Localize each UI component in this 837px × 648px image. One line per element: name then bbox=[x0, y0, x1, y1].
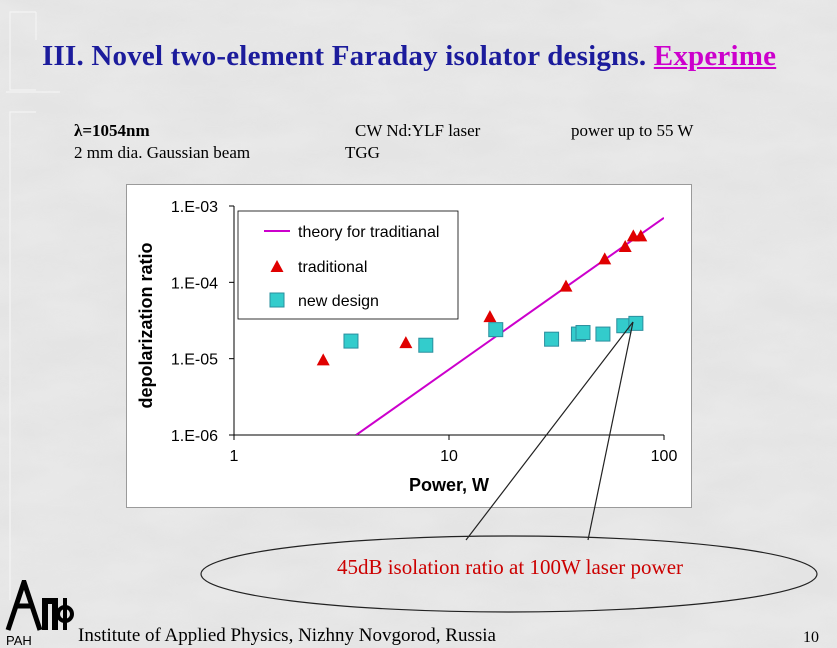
power-label: power up to 55 W bbox=[571, 121, 694, 140]
callout-pointer-right bbox=[587, 321, 634, 541]
x-axis-label: Power, W bbox=[409, 475, 489, 495]
title-accent[interactable]: Experime bbox=[653, 40, 777, 72]
legend-theory-label: theory for traditianal bbox=[298, 224, 439, 241]
iap-logo-icon bbox=[5, 580, 74, 631]
legend-traditional-label: traditional bbox=[298, 259, 367, 276]
beam-label: 2 mm dia. Gaussian beam bbox=[74, 143, 251, 162]
slide-title: III. Novel two-element Faraday isolator … bbox=[42, 40, 776, 73]
legend-new-design-swatch bbox=[269, 292, 285, 308]
callout-ellipse bbox=[200, 535, 818, 613]
traditional-point bbox=[559, 279, 573, 292]
new-design-point bbox=[418, 337, 434, 353]
traditional-point bbox=[618, 240, 632, 253]
page-number: 10 bbox=[803, 629, 819, 646]
traditional-point bbox=[634, 229, 648, 242]
y-tick-label: 1.E-06 bbox=[171, 428, 218, 445]
title-main: III. Novel two-element Faraday isolator … bbox=[42, 40, 647, 72]
new-design-point bbox=[544, 331, 560, 347]
logo-text: PAH bbox=[6, 633, 32, 648]
theory-line bbox=[355, 217, 664, 435]
y-tick-label: 1.E-05 bbox=[171, 352, 218, 369]
new-design-point bbox=[488, 322, 504, 338]
new-design-point bbox=[575, 325, 591, 341]
x-tick-label: 100 bbox=[651, 448, 678, 465]
traditional-point bbox=[483, 310, 497, 323]
legend-new-design-label: new design bbox=[298, 293, 379, 310]
callout-text: 45dB isolation ratio at 100W laser power bbox=[336, 555, 684, 579]
depolarization-chart: 1.E-03 1.E-04 1.E-05 1.E-06 1 10 100 Power, W de… bbox=[136, 199, 678, 495]
legend-traditional-swatch bbox=[270, 260, 284, 272]
crystal-label: TGG bbox=[345, 143, 380, 162]
institute-footer: Institute of Applied Physics, Nizhny Nov… bbox=[78, 625, 496, 646]
y-tick-label: 1.E-03 bbox=[171, 199, 218, 216]
y-tick-label: 1.E-04 bbox=[171, 275, 218, 292]
chart-panel: 1.E-03 1.E-04 1.E-05 1.E-06 1 10 100 Power, W de… bbox=[126, 184, 692, 508]
traditional-point bbox=[316, 353, 330, 366]
x-tick-label: 10 bbox=[440, 448, 458, 465]
laser-label: CW Nd:YLF laser bbox=[355, 121, 481, 140]
new-design-point bbox=[343, 333, 359, 349]
new-design-point bbox=[595, 326, 611, 342]
wavelength-label: λ=1054nm bbox=[74, 121, 150, 140]
left-frame-decoration bbox=[6, 11, 60, 600]
traditional-point bbox=[399, 336, 413, 349]
callout-pointer-left bbox=[465, 321, 634, 541]
y-axis-label: depolarization ratio bbox=[136, 242, 156, 408]
x-tick-label: 1 bbox=[230, 448, 239, 465]
traditional-point bbox=[598, 252, 612, 265]
